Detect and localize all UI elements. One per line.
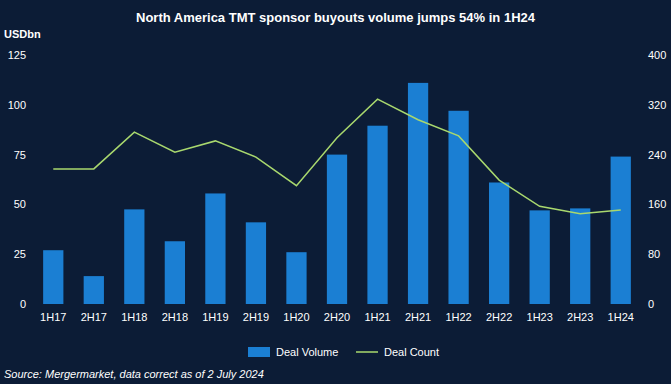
bar (43, 250, 63, 304)
y-tick-label: 100 (8, 99, 26, 111)
x-tick-label: 1H22 (445, 311, 471, 323)
x-tick-label: 2H20 (324, 311, 350, 323)
x-tick-label: 2H22 (486, 311, 512, 323)
x-tick-label: 1H20 (283, 311, 309, 323)
y-tick-label: 0 (20, 298, 26, 310)
y2-tick-label: 320 (648, 99, 666, 111)
x-tick-label: 1H24 (608, 311, 634, 323)
x-tick-label: 1H17 (40, 311, 66, 323)
y-tick-label: 50 (14, 198, 26, 210)
bar (246, 222, 266, 304)
y-tick-label: 125 (8, 49, 26, 61)
y2-tick-label: 240 (648, 149, 666, 161)
y-tick-label: 25 (14, 248, 26, 260)
x-tick-label: 2H19 (243, 311, 269, 323)
y2-tick-label: 0 (648, 298, 654, 310)
chart: North America TMT sponsor buyouts volume… (0, 0, 671, 384)
bar (611, 157, 631, 304)
bar (367, 126, 387, 304)
line (53, 99, 620, 214)
bar (489, 182, 509, 304)
x-tick-label: 2H23 (567, 311, 593, 323)
legend: Deal Volume Deal Count (248, 346, 439, 358)
legend-swatch (248, 347, 270, 357)
x-tick-label: 2H18 (162, 311, 188, 323)
source: Source: Mergermarket, data correct as of… (4, 368, 264, 380)
bar (286, 252, 306, 304)
title: North America TMT sponsor buyouts volume… (136, 10, 536, 25)
y-tick-label: 75 (14, 149, 26, 161)
y2-tick-label: 160 (648, 198, 666, 210)
x-tick-label: 2H17 (81, 311, 107, 323)
x-tick-label: 1H23 (527, 311, 553, 323)
legend-label: Deal Count (384, 346, 439, 358)
bar (165, 241, 185, 304)
bar (530, 210, 550, 304)
x-tick-label: 2H21 (405, 311, 431, 323)
bar (84, 276, 104, 304)
legend-label: Deal Volume (276, 346, 338, 358)
plot-marks (43, 83, 631, 304)
bar (327, 155, 347, 304)
bar (570, 208, 590, 304)
x-tick-label: 1H19 (202, 311, 228, 323)
bar (448, 111, 468, 304)
bar (124, 209, 144, 304)
bar (205, 193, 225, 304)
y2-tick-label: 80 (648, 248, 660, 260)
x-tick-label: 1H21 (364, 311, 390, 323)
y2-tick-label: 400 (648, 49, 666, 61)
y-label: USDbn (4, 28, 41, 40)
x-tick-label: 1H18 (121, 311, 147, 323)
background (0, 0, 671, 384)
legend-swatch (356, 351, 378, 353)
